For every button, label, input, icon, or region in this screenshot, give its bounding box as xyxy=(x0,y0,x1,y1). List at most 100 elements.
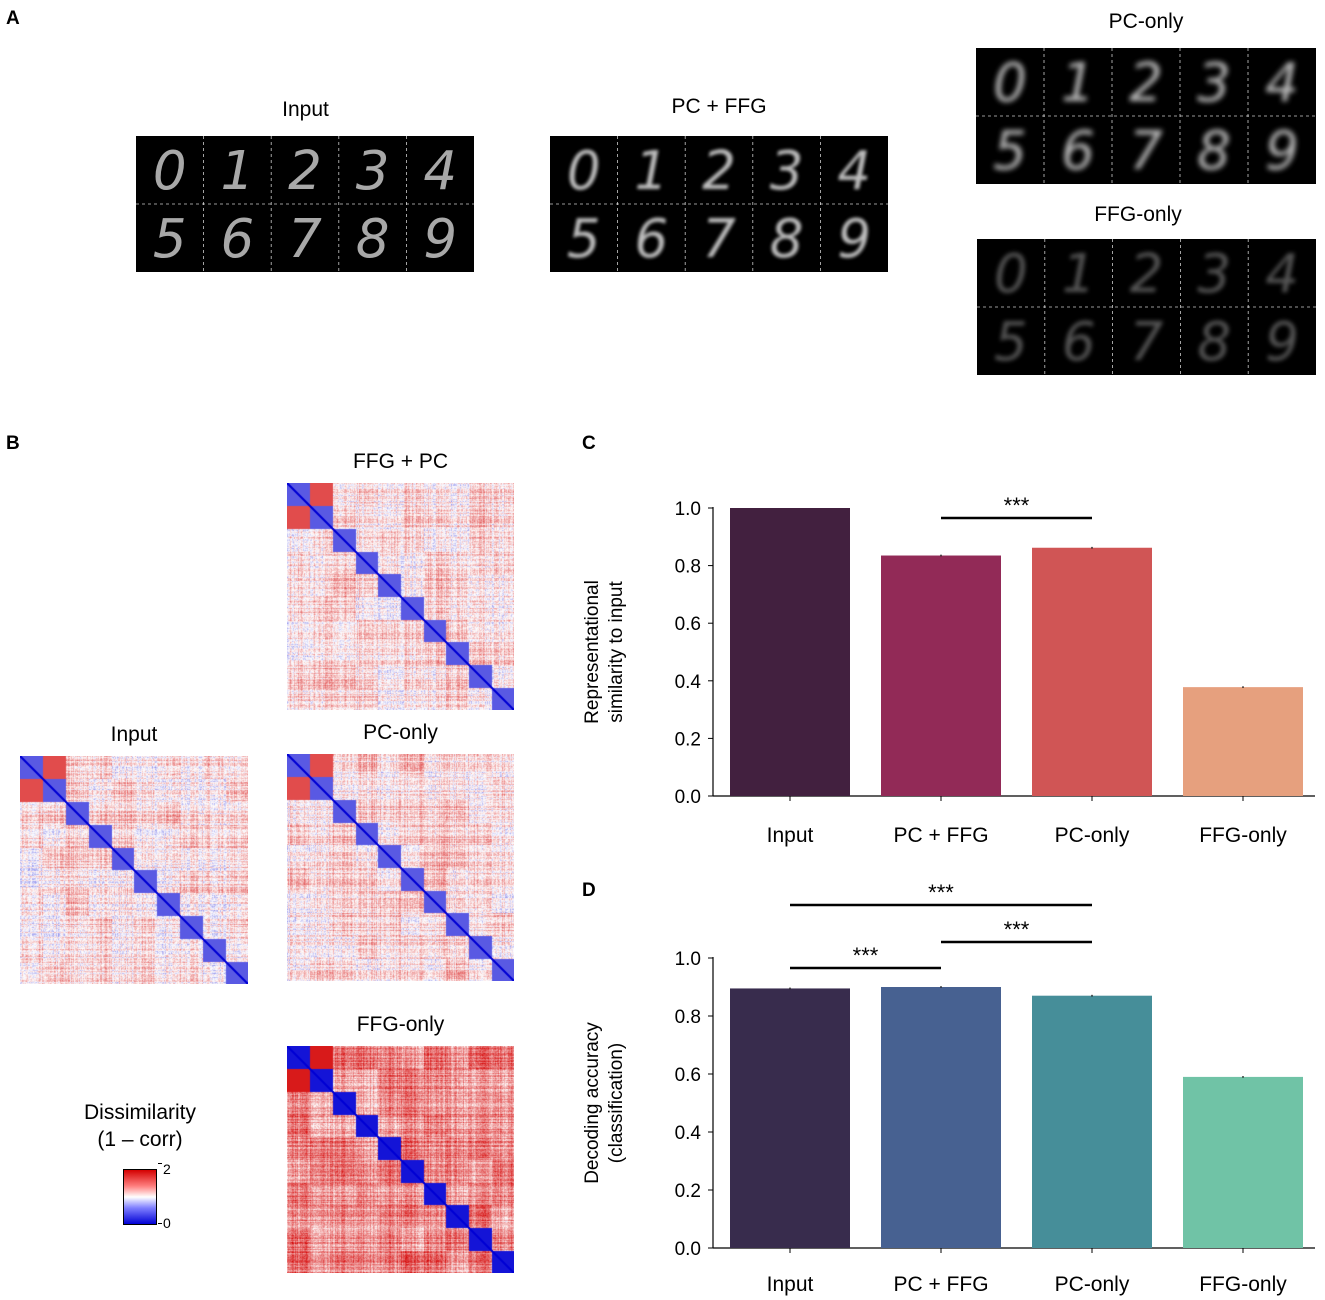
x-tick-label: PC-only xyxy=(1055,824,1130,847)
rsm-ffgonly-title: FFG-only xyxy=(356,1013,445,1036)
ffgonly-grid-title: FFG-only xyxy=(1094,203,1182,226)
y-tick-label: 0.0 xyxy=(675,787,701,808)
digit-pcffg-1: 1 xyxy=(635,140,669,202)
chart-d: 0.0 0.2 0.4 0.6 0.8 1.0 Decoding accuracy (clas… xyxy=(582,880,1315,1296)
digit-pcffg-9: 9 xyxy=(837,208,871,270)
digit-pconly-0: 0 xyxy=(993,52,1027,114)
digit-pconly-2: 2 xyxy=(1129,52,1163,114)
y-axis-label: (classification) xyxy=(606,1043,627,1163)
bar-pc-ffg xyxy=(881,555,1001,796)
rsm-ffgpc-matrix xyxy=(287,483,514,710)
rsm-input-title: Input xyxy=(110,723,158,746)
significance-label: *** xyxy=(853,943,879,968)
rsm-input-matrix xyxy=(20,756,248,984)
y-tick-label: 0.2 xyxy=(675,1181,701,1202)
digit-pcffg-2: 2 xyxy=(702,140,736,202)
y-tick-label: 0.0 xyxy=(675,1239,701,1260)
digit-input-6: 6 xyxy=(221,208,255,270)
panel-label-c: C xyxy=(582,433,596,454)
pconly-grid-title: PC-only xyxy=(1108,10,1184,33)
digit-pconly-8: 8 xyxy=(1197,120,1231,182)
digit-ffgonly-0: 0 xyxy=(994,243,1028,305)
rsm-canvas xyxy=(287,483,514,710)
digit-ffgonly-8: 8 xyxy=(1197,311,1231,373)
digit-ffgonly-3: 3 xyxy=(1197,243,1231,305)
y-tick-label: 0.6 xyxy=(675,614,701,635)
digit-pconly-5: 5 xyxy=(993,120,1027,182)
colorbar-min-label: 0 xyxy=(163,1215,171,1231)
y-axis-label: similarity to input xyxy=(606,581,627,723)
y-tick-label: 0.6 xyxy=(675,1065,701,1086)
bar-input xyxy=(730,508,850,796)
y-tick-label: 0.4 xyxy=(675,672,702,693)
rsm-pconly-matrix xyxy=(287,754,514,981)
digit-pcffg-7: 7 xyxy=(702,208,736,270)
digit-pcffg-5: 5 xyxy=(567,208,601,270)
digit-pconly-4: 4 xyxy=(1265,52,1299,114)
digit-pcffg-6: 6 xyxy=(635,208,669,270)
digit-pconly-7: 7 xyxy=(1129,120,1163,182)
bar-ffg-only xyxy=(1183,687,1303,796)
digit-ffgonly-5: 5 xyxy=(994,311,1028,373)
y-tick-label: 0.4 xyxy=(675,1123,702,1144)
rsm-canvas xyxy=(287,754,514,981)
digit-input-5: 5 xyxy=(153,208,187,270)
digit-input-8: 8 xyxy=(356,208,390,270)
bar-input xyxy=(730,988,850,1248)
y-tick-label: 0.8 xyxy=(675,1007,701,1028)
rsm-ffgpc-title: FFG + PC xyxy=(352,450,449,473)
digit-ffgonly-2: 2 xyxy=(1130,243,1164,305)
bar-pc-only xyxy=(1032,547,1152,796)
digit-input-0: 0 xyxy=(153,140,187,202)
digit-input-4: 4 xyxy=(423,140,457,202)
digit-ffgonly-6: 6 xyxy=(1062,311,1096,373)
x-tick-label: PC + FFG xyxy=(893,1273,988,1296)
colorbar-max-label: 2 xyxy=(163,1161,171,1177)
digit-pcffg-8: 8 xyxy=(770,208,804,270)
rsm-canvas xyxy=(287,1046,514,1273)
digit-ffgonly-4: 4 xyxy=(1265,243,1299,305)
pcffg-grid-title: PC + FFG xyxy=(671,95,767,118)
x-tick-label: PC-only xyxy=(1055,1273,1130,1296)
significance-label: *** xyxy=(928,880,954,905)
digit-input-1: 1 xyxy=(221,140,255,202)
chart-c: 0.0 0.2 0.4 0.6 0.8 1.0 Representational simila… xyxy=(582,493,1315,847)
panel-label-a: A xyxy=(6,8,20,29)
digit-input-2: 2 xyxy=(288,140,322,202)
rsm-ffgonly-matrix xyxy=(287,1046,514,1273)
x-tick-label: FFG-only xyxy=(1199,824,1287,847)
bar-pc-ffg xyxy=(881,987,1001,1248)
digit-input-7: 7 xyxy=(288,208,322,270)
digit-pcffg-0: 0 xyxy=(567,140,601,202)
digit-pcffg-4: 4 xyxy=(837,140,871,202)
panel-label-d: D xyxy=(582,880,596,901)
significance-label: *** xyxy=(1004,917,1030,942)
y-tick-label: 0.8 xyxy=(675,557,701,578)
digit-pconly-3: 3 xyxy=(1197,52,1231,114)
x-tick-label: FFG-only xyxy=(1199,1273,1287,1296)
y-tick-label: 1.0 xyxy=(675,499,701,520)
bar-pc-only xyxy=(1032,995,1152,1248)
digit-pcffg-3: 3 xyxy=(770,140,804,202)
y-axis-label: Decoding accuracy xyxy=(582,1022,603,1184)
digit-input-9: 9 xyxy=(423,208,457,270)
digit-ffgonly-9: 9 xyxy=(1265,311,1299,373)
colorbar-title: Dissimilarity xyxy=(84,1101,196,1124)
digit-pconly-9: 9 xyxy=(1265,120,1299,182)
significance-label: *** xyxy=(1004,493,1030,518)
digit-input-3: 3 xyxy=(356,140,390,202)
x-tick-label: PC + FFG xyxy=(893,824,988,847)
colorbar xyxy=(123,1169,157,1225)
digit-ffgonly-1: 1 xyxy=(1062,243,1096,305)
panel-label-b: B xyxy=(6,433,20,454)
x-tick-label: Input xyxy=(767,1273,814,1296)
input-grid-title: Input xyxy=(282,98,329,121)
bar-ffg-only xyxy=(1183,1076,1303,1248)
digit-pconly-1: 1 xyxy=(1061,52,1095,114)
y-tick-label: 1.0 xyxy=(675,949,701,970)
colorbar-subtitle: (1 – corr) xyxy=(97,1128,183,1151)
